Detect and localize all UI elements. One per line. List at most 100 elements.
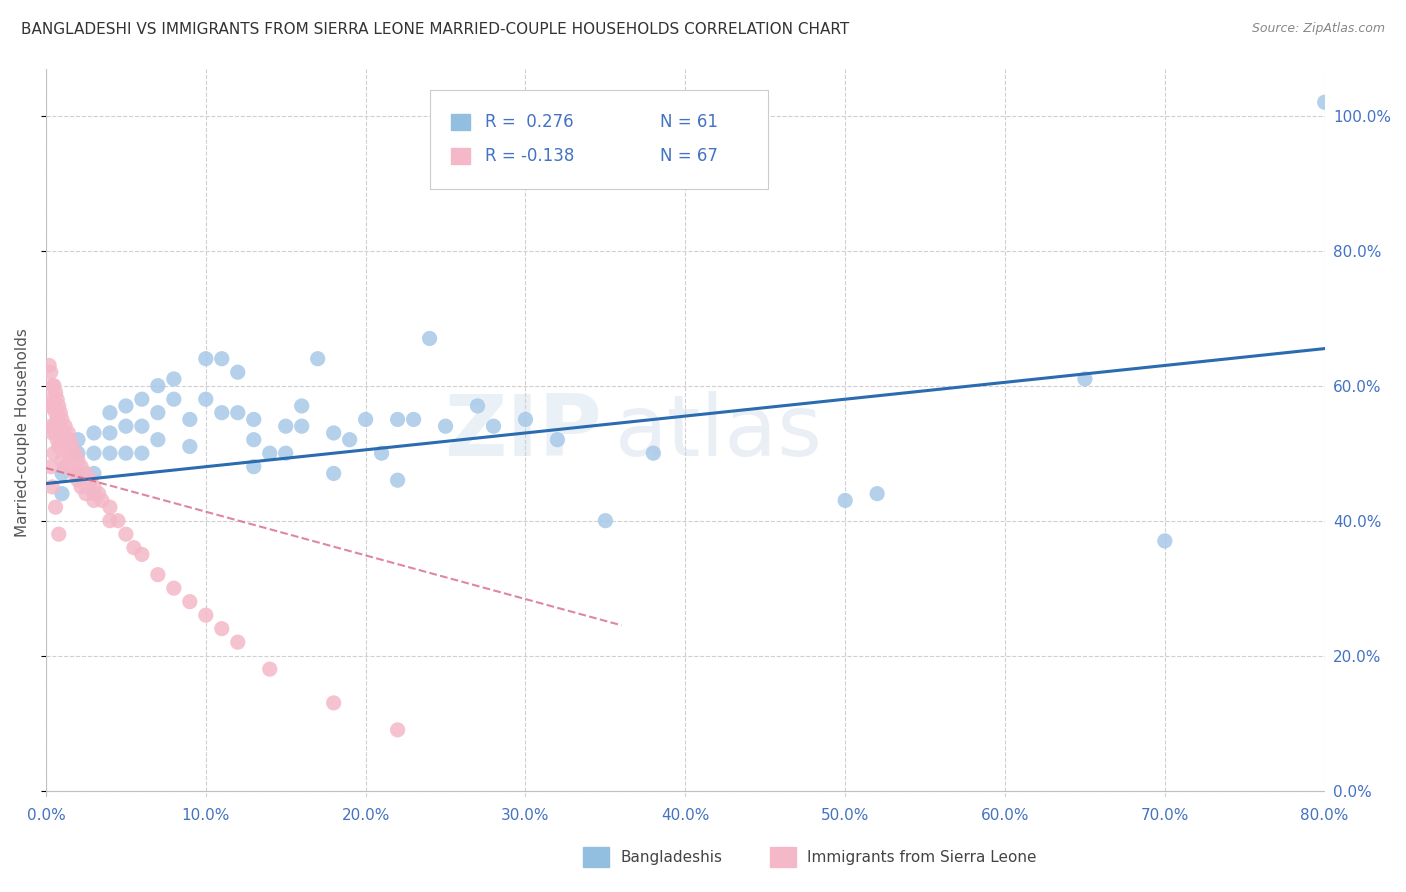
Point [339,433,361,447]
Point [39,459,62,474]
Point [131,419,153,434]
Point [226,635,249,649]
Point [131,392,153,407]
Point [643,446,665,460]
Point [53,459,76,474]
Point [242,459,264,474]
Point [66,467,89,481]
Point [45,425,67,440]
Point [354,412,377,426]
Point [51,467,73,481]
Point [53,439,76,453]
Point [49,406,72,420]
Point [83,467,105,481]
Point [51,453,73,467]
Text: R = -0.138: R = -0.138 [485,147,574,165]
Point [48,439,70,453]
Point [48,527,70,541]
Point [194,608,217,623]
Point [45,385,67,400]
FancyBboxPatch shape [430,90,769,189]
Text: BANGLADESHI VS IMMIGRANTS FROM SIERRA LEONE MARRIED-COUPLE HOUSEHOLDS CORRELATIO: BANGLADESHI VS IMMIGRANTS FROM SIERRA LE… [21,22,849,37]
Point [163,581,186,595]
Point [39,392,62,407]
Text: ZIP: ZIP [444,392,602,475]
Point [60,439,83,453]
Point [83,480,105,494]
Point [307,351,329,366]
Text: Source: ZipAtlas.com: Source: ZipAtlas.com [1251,22,1385,36]
Point [83,493,105,508]
Point [51,433,73,447]
Point [866,486,889,500]
Point [211,622,233,636]
Point [194,351,217,366]
Point [1153,533,1175,548]
Point [146,567,169,582]
Point [115,446,138,460]
Point [179,595,201,609]
Point [42,446,65,460]
Point [387,412,409,426]
Point [242,412,264,426]
Point [63,446,86,460]
Point [70,459,93,474]
Point [226,365,249,379]
Text: Bangladeshis: Bangladeshis [620,850,723,864]
Point [45,406,67,420]
Point [49,425,72,440]
Bar [451,148,470,164]
Point [115,419,138,434]
Point [98,406,121,420]
Point [402,412,425,426]
Point [242,433,264,447]
Point [107,514,129,528]
Text: Immigrants from Sierra Leone: Immigrants from Sierra Leone [807,850,1036,864]
Point [211,351,233,366]
Point [46,433,69,447]
Point [42,419,65,434]
Point [59,433,82,447]
Point [58,446,80,460]
Point [1313,95,1336,110]
Point [42,378,65,392]
Point [48,399,70,413]
Text: N = 67: N = 67 [659,147,717,165]
Point [98,500,121,515]
Point [115,399,138,413]
Point [387,473,409,487]
Point [467,399,489,413]
Point [83,446,105,460]
Point [115,527,138,541]
Point [48,419,70,434]
Point [131,548,153,562]
Point [98,514,121,528]
Point [87,486,110,500]
Point [38,399,60,413]
Point [131,446,153,460]
Point [83,486,105,500]
Point [75,467,97,481]
Point [163,392,186,407]
Text: atlas: atlas [614,392,823,475]
Point [595,514,617,528]
Point [146,433,169,447]
Point [83,425,105,440]
Point [211,406,233,420]
Point [419,331,441,345]
Point [51,412,73,426]
Y-axis label: Married-couple Households: Married-couple Households [15,328,30,537]
Bar [770,847,796,867]
Point [60,459,83,474]
Point [163,372,186,386]
Point [515,412,537,426]
Point [1074,372,1097,386]
Point [146,406,169,420]
Point [75,486,97,500]
Point [59,453,82,467]
Point [834,493,856,508]
Bar [583,847,609,867]
Point [63,467,86,481]
Point [41,399,63,413]
Point [322,467,344,481]
